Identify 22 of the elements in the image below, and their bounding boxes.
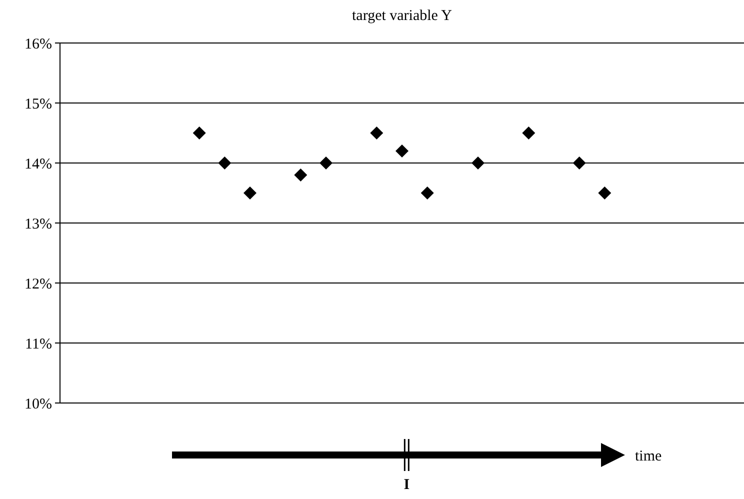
point: [420, 186, 434, 200]
point: [244, 186, 256, 200]
text: I: [404, 477, 410, 493]
point: [598, 186, 612, 200]
point: [572, 156, 586, 170]
y-tick-label: 10%: [24, 396, 52, 412]
point: [192, 126, 206, 140]
y-tick-label: 13%: [24, 216, 52, 232]
point: [396, 144, 408, 158]
x-axis-title: time: [635, 448, 662, 464]
point: [218, 156, 232, 170]
y-tick-label: 11%: [25, 336, 52, 352]
point: [370, 126, 384, 140]
y-tick-label: 14%: [24, 156, 52, 172]
chart-title: target variable Y: [352, 8, 452, 24]
point: [472, 156, 484, 170]
y-tick-label: 16%: [24, 36, 52, 52]
point: [320, 156, 332, 170]
point: [522, 126, 536, 140]
point: [294, 168, 308, 182]
y-tick-label: 12%: [24, 276, 52, 292]
y-tick-label: 15%: [24, 96, 52, 112]
